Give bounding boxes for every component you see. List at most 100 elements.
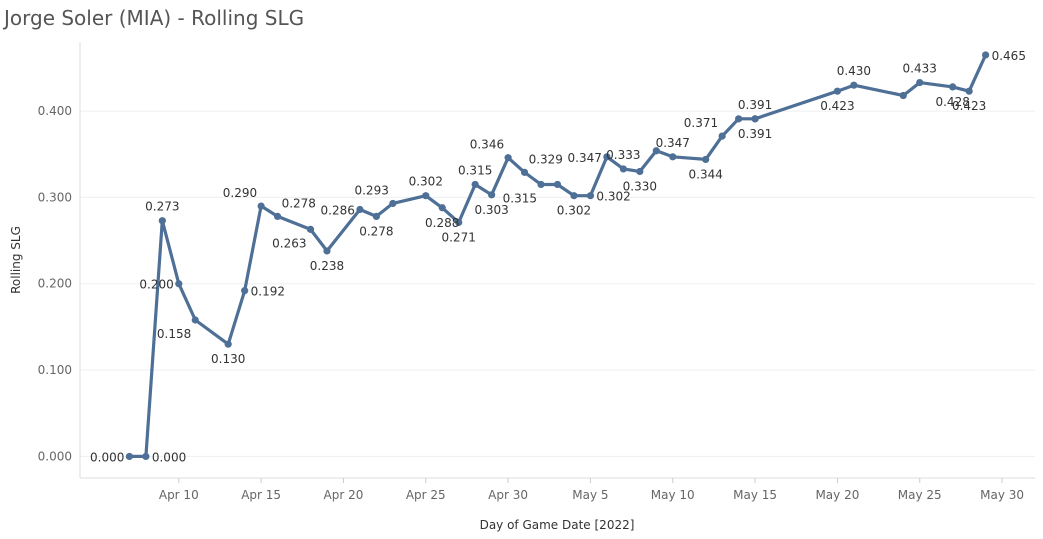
data-point-0[interactable] (125, 452, 133, 461)
data-label-27: 0.330 (623, 180, 657, 194)
data-label-7: 0.290 (223, 186, 257, 200)
data-label-38: 0.433 (903, 62, 937, 76)
data-label-9: 0.263 (272, 236, 306, 250)
data-label-24: 0.302 (596, 190, 630, 204)
data-label-2: 0.273 (145, 200, 179, 214)
x-tick-label-1: Apr 15 (241, 488, 281, 502)
data-point-35[interactable] (833, 87, 842, 95)
data-point-21[interactable] (537, 180, 545, 189)
y-tick-label-0: 0.000 (38, 449, 72, 463)
data-point-40[interactable] (965, 87, 973, 95)
x-tick-label-8: May 20 (815, 488, 859, 502)
data-point-6[interactable] (241, 287, 249, 295)
data-point-38[interactable] (916, 78, 924, 87)
data-label-29: 0.347 (656, 136, 690, 150)
data-point-3[interactable] (175, 280, 183, 288)
data-label-12: 0.278 (359, 224, 393, 238)
data-label-15: 0.288 (425, 216, 459, 230)
data-label-30: 0.344 (689, 167, 723, 181)
x-tick-label-5: May 5 (572, 488, 608, 502)
x-tick-label-0: Apr 10 (159, 488, 199, 502)
y-tick-label-4: 0.400 (38, 104, 72, 118)
data-point-16[interactable] (455, 218, 463, 227)
data-point-7[interactable] (257, 202, 265, 210)
data-label-36: 0.430 (837, 64, 871, 78)
data-label-6: 0.192 (251, 285, 285, 299)
x-axis-ticks: Apr 10 Apr 15 Apr 20 Apr 25 Apr 30 May 5 May 1… (159, 478, 1024, 502)
data-label-11: 0.286 (321, 203, 355, 217)
data-label-18: 0.303 (474, 203, 508, 217)
data-label-0: 0.000 (90, 450, 124, 464)
data-point-12[interactable] (372, 212, 380, 220)
data-point-31[interactable] (718, 132, 726, 140)
x-axis-title: Day of Game Date [2022] (480, 518, 635, 532)
data-label-3: 0.200 (139, 278, 173, 292)
data-point-15[interactable] (438, 204, 446, 212)
data-label-16: 0.271 (442, 230, 476, 244)
data-point-5[interactable] (224, 340, 232, 348)
x-tick-label-9: May 25 (898, 488, 942, 502)
data-label-4: 0.158 (157, 327, 191, 341)
y-axis-ticks: 0.000 0.100 0.200 0.300 0.400 (38, 104, 72, 463)
data-label-14: 0.302 (409, 175, 443, 189)
data-point-26[interactable] (619, 165, 627, 173)
data-point-2[interactable] (158, 217, 166, 225)
data-label-20: 0.329 (529, 152, 563, 166)
data-point-27[interactable] (636, 167, 644, 176)
data-label-17: 0.315 (458, 163, 492, 177)
data-label-26: 0.333 (606, 148, 640, 162)
series-line-0 (127, 53, 988, 458)
data-label-5: 0.130 (211, 352, 245, 366)
data-point-17[interactable] (471, 180, 479, 189)
data-point-11[interactable] (356, 205, 364, 214)
y-tick-label-3: 0.300 (38, 190, 72, 204)
data-point-13[interactable] (389, 199, 397, 208)
x-tick-label-6: May 10 (651, 488, 695, 502)
x-tick-label-10: May 30 (980, 488, 1024, 502)
series-layer (125, 51, 990, 461)
x-tick-label-7: May 15 (733, 488, 777, 502)
data-label-40: 0.423 (952, 99, 986, 113)
data-point-1[interactable] (142, 452, 150, 461)
data-point-18[interactable] (488, 191, 496, 199)
data-point-14[interactable] (422, 192, 430, 200)
data-point-10[interactable] (323, 247, 331, 255)
x-tick-label-3: Apr 25 (406, 488, 446, 502)
data-point-28[interactable] (652, 147, 660, 155)
data-point-19[interactable] (504, 154, 512, 162)
y-tick-label-1: 0.100 (38, 363, 72, 377)
data-point-20[interactable] (520, 168, 529, 176)
data-label-19: 0.346 (470, 138, 504, 152)
data-point-32[interactable] (735, 115, 743, 123)
data-point-41[interactable] (982, 51, 990, 59)
data-label-39: 0.428 (935, 95, 969, 109)
data-point-34[interactable] (751, 115, 759, 123)
data-point-24[interactable] (586, 192, 595, 200)
data-point-30[interactable] (702, 155, 710, 164)
data-point-23[interactable] (570, 192, 578, 200)
data-label-31: 0.371 (684, 116, 718, 130)
y-tick-label-2: 0.200 (38, 277, 72, 291)
data-label-13: 0.293 (354, 183, 388, 197)
data-point-25[interactable] (603, 153, 611, 161)
data-label-25: 0.347 (568, 151, 602, 165)
x-tick-label-4: Apr 30 (488, 488, 528, 502)
data-label-10: 0.238 (310, 259, 344, 273)
x-tick-label-2: Apr 20 (324, 488, 364, 502)
data-label-8: 0.278 (282, 196, 316, 210)
data-point-29[interactable] (669, 153, 677, 161)
data-point-9[interactable] (306, 225, 315, 233)
data-label-23: 0.302 (557, 204, 591, 218)
data-point-39[interactable] (949, 83, 957, 91)
data-point-4[interactable] (191, 316, 199, 324)
data-labels-layer: 0.000 0.000 0.273 0.200 0.158 0.130 0.192 0.290… (90, 49, 1026, 464)
grid-layer (80, 110, 1035, 457)
data-label-1: 0.000 (152, 450, 186, 464)
data-point-36[interactable] (850, 81, 858, 89)
data-point-37[interactable] (899, 91, 907, 100)
data-label-41: 0.465 (992, 49, 1026, 63)
data-point-22[interactable] (553, 180, 562, 189)
data-label-33: 0.391 (738, 98, 772, 112)
data-point-8[interactable] (273, 212, 282, 220)
